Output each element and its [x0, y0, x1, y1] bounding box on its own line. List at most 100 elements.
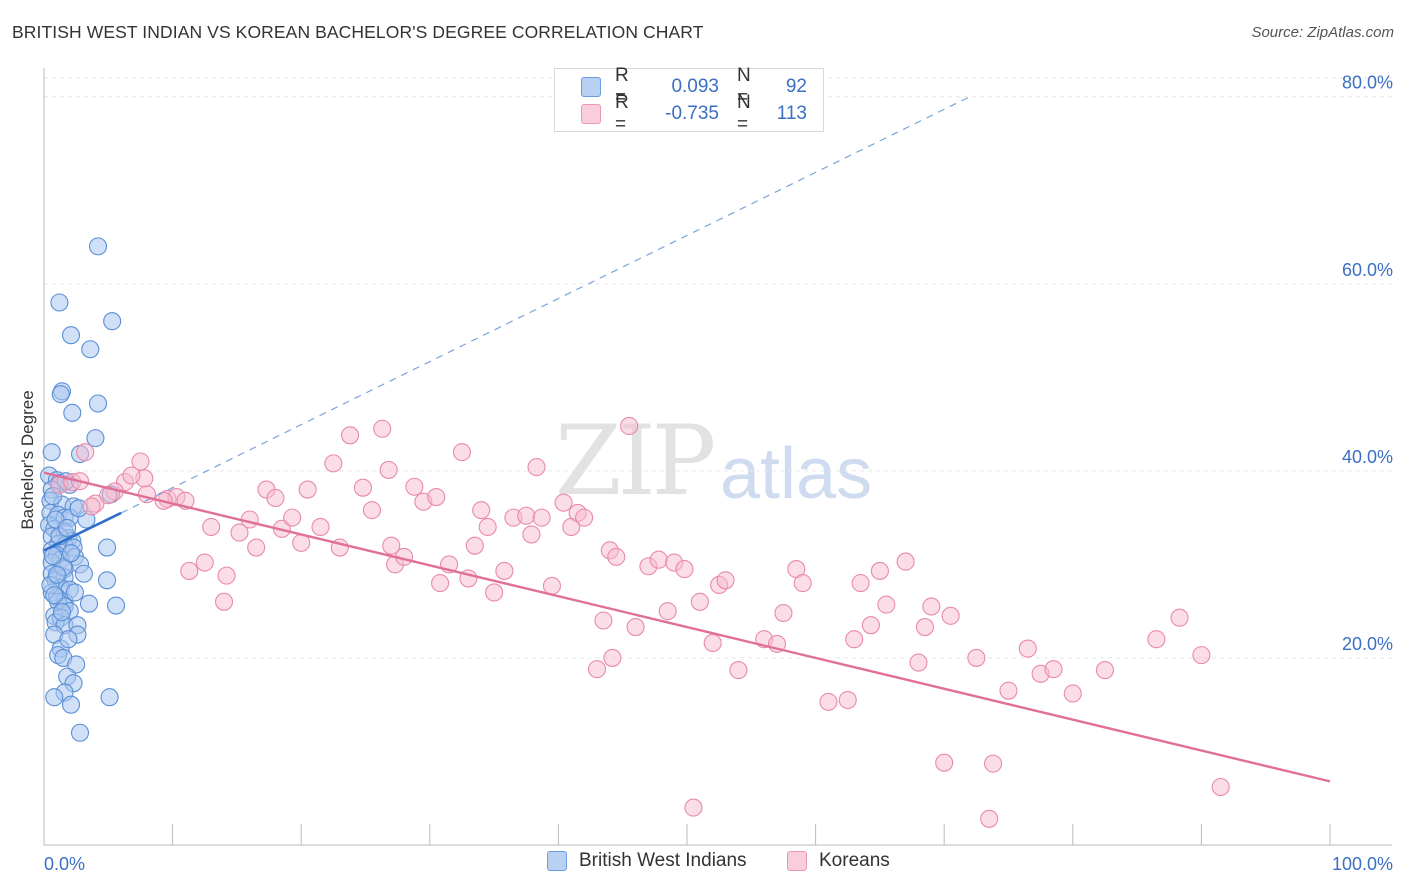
data-point-koreans	[620, 416, 639, 436]
koreans-swatch	[581, 104, 601, 124]
data-point-koreans	[861, 616, 880, 635]
legend-item-koreans[interactable]: Koreans	[787, 850, 890, 872]
trend-line-british-west-indians-extrapolated	[120, 96, 971, 514]
data-point-koreans	[870, 561, 889, 580]
data-point-koreans	[465, 536, 484, 555]
data-point-british-west-indians	[45, 586, 64, 605]
data-point-koreans	[76, 443, 95, 462]
trend-line-british-west-indians	[43, 511, 122, 552]
data-point-koreans	[195, 553, 214, 572]
r-label: R =	[615, 65, 629, 108]
data-point-koreans	[1211, 777, 1230, 797]
data-point-koreans	[915, 618, 934, 637]
data-point-koreans	[131, 452, 150, 471]
trend-line-koreans	[43, 471, 1331, 783]
data-point-koreans	[431, 574, 450, 593]
data-point-british-west-indians	[42, 443, 61, 462]
data-point-british-west-indians	[61, 326, 81, 345]
data-point-koreans	[485, 583, 504, 602]
data-point-british-west-indians	[88, 237, 108, 256]
data-point-koreans	[283, 508, 302, 527]
series-koreans	[50, 416, 1230, 828]
data-point-koreans	[99, 486, 118, 505]
data-point-koreans	[1018, 639, 1037, 658]
data-point-koreans	[202, 517, 221, 537]
axes	[43, 68, 1392, 846]
data-point-british-west-indians	[47, 565, 66, 584]
data-point-koreans	[984, 754, 1003, 773]
data-point-koreans	[909, 653, 928, 672]
data-point-koreans	[967, 648, 986, 667]
data-point-british-west-indians	[58, 518, 77, 537]
data-point-british-west-indians	[65, 583, 84, 602]
data-point-british-west-indians	[61, 544, 81, 563]
data-point-koreans	[703, 633, 722, 653]
stats-legend: R = 0.093 N = 92 R = -0.735 N = 113	[554, 65, 824, 135]
data-point-british-west-indians	[50, 293, 69, 312]
data-point-koreans	[980, 809, 999, 828]
data-point-koreans	[382, 536, 401, 555]
n-value: 113	[776, 103, 807, 124]
data-point-koreans	[230, 523, 249, 542]
data-point-koreans	[626, 618, 645, 637]
y-tick-label: 60.0%	[1342, 260, 1393, 280]
r-value: -0.735	[665, 103, 719, 124]
data-point-koreans	[217, 566, 236, 585]
data-point-british-west-indians	[51, 385, 70, 404]
data-point-koreans	[587, 660, 607, 679]
data-point-british-west-indians	[97, 538, 117, 557]
data-point-koreans	[532, 508, 551, 527]
data-point-koreans	[542, 576, 562, 595]
y-tick-label: 40.0%	[1342, 447, 1393, 467]
data-point-british-west-indians	[103, 312, 122, 331]
data-point-british-west-indians	[97, 571, 117, 590]
data-point-british-west-indians	[61, 695, 81, 714]
data-point-koreans	[877, 595, 896, 614]
data-point-koreans	[690, 592, 709, 611]
data-point-british-west-indians	[63, 403, 82, 422]
data-point-british-west-indians	[45, 688, 64, 707]
stats-row-british-west-indians: R = 0.093 N = 92	[555, 65, 807, 108]
data-point-british-west-indians	[106, 596, 126, 615]
data-point-koreans	[298, 480, 317, 499]
legend-item-british-west-indians[interactable]: British West Indians	[547, 850, 747, 872]
stats-row-koreans: R = -0.735 N = 113	[555, 92, 807, 135]
data-point-koreans	[941, 606, 960, 625]
legend-label: Koreans	[819, 850, 890, 871]
data-point-koreans	[452, 443, 472, 462]
series-legend: British West Indians Koreans	[0, 850, 1406, 878]
data-point-koreans	[405, 477, 424, 496]
data-point-british-west-indians	[79, 594, 99, 613]
data-point-british-west-indians	[70, 723, 90, 742]
koreans-legend-swatch	[787, 851, 807, 871]
tick-labels: 20.0% 40.0% 60.0% 80.0% 0.0% 100.0%	[44, 73, 1393, 874]
data-point-koreans	[649, 550, 668, 569]
data-point-british-west-indians	[86, 429, 105, 448]
data-point-koreans	[373, 419, 392, 438]
n-label: N =	[737, 92, 751, 135]
y-axis-label: Bachelor's Degree	[18, 390, 37, 530]
data-point-koreans	[1147, 630, 1166, 649]
data-point-koreans	[427, 487, 446, 507]
data-point-koreans	[1170, 608, 1189, 627]
data-point-koreans	[999, 681, 1018, 700]
n-label: N =	[737, 65, 751, 108]
data-point-koreans	[180, 561, 199, 580]
data-point-koreans	[478, 517, 497, 537]
x-tick-label: 0.0%	[44, 854, 85, 874]
data-point-koreans	[716, 571, 735, 590]
data-point-koreans	[517, 506, 536, 525]
data-point-koreans	[214, 592, 234, 611]
legend-label: British West Indians	[579, 850, 747, 871]
data-point-koreans	[266, 488, 285, 508]
data-point-koreans	[1063, 684, 1082, 703]
data-point-koreans	[379, 460, 398, 479]
x-tick-label: 100.0%	[1332, 854, 1393, 874]
data-point-koreans	[82, 497, 101, 516]
data-point-koreans	[774, 603, 793, 623]
grid-lines	[44, 77, 1392, 659]
data-point-koreans	[793, 574, 812, 593]
data-point-koreans	[522, 525, 541, 544]
data-point-koreans	[922, 597, 941, 616]
data-point-koreans	[527, 458, 546, 477]
